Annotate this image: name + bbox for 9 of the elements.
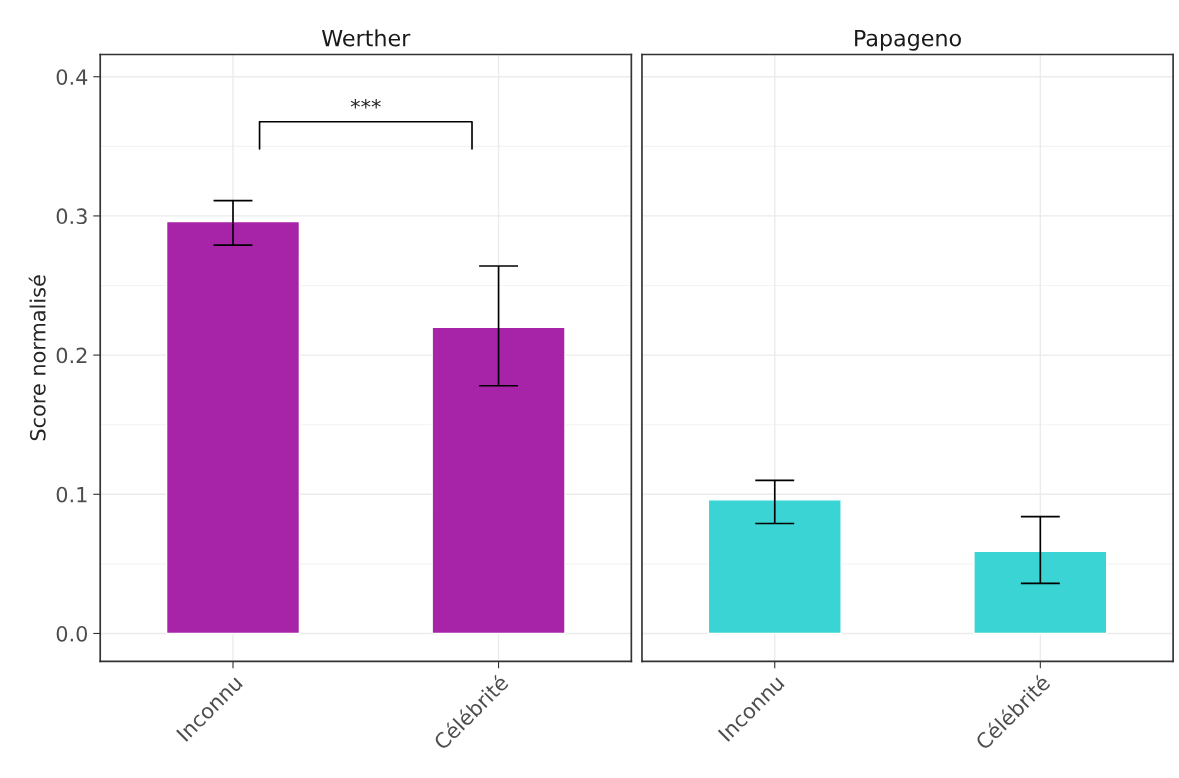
y-tick-label: 0.0 (56, 625, 88, 642)
chart-title: Papageno (855, 29, 961, 51)
annotation: *** (350, 98, 381, 109)
y-tick-label: 0.2 (56, 347, 87, 364)
y-tick-label: 0.4 (56, 69, 88, 85)
y-axis-title: Score normalisé (28, 275, 46, 441)
y-tick-label: 0.1 (56, 486, 87, 503)
y-tick-label: 0.3 (56, 208, 87, 225)
chart-title: Werther (321, 29, 411, 47)
